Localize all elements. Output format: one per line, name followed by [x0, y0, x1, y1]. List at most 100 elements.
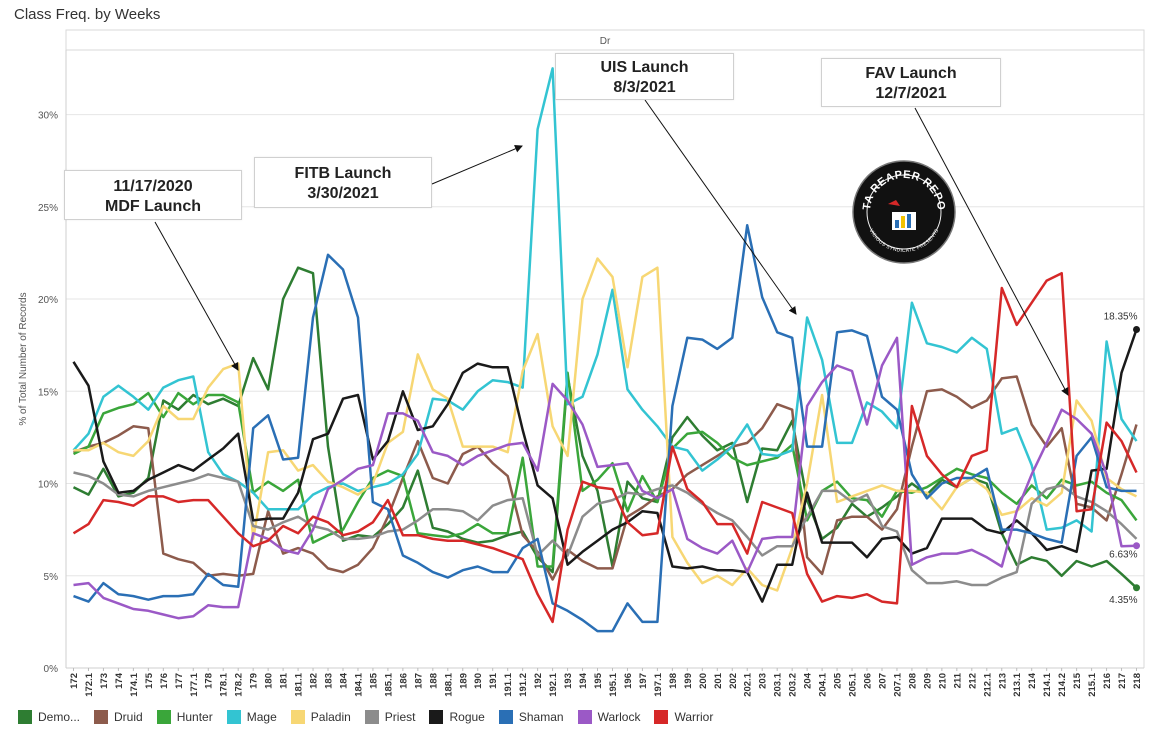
- x-tick-label: 180: [264, 673, 275, 689]
- x-tick-label: 174.1: [129, 672, 140, 696]
- end-point-label: 6.63%: [1109, 550, 1137, 561]
- x-tick-label: 188: [428, 673, 439, 689]
- x-tick-label: 184.1: [353, 672, 364, 696]
- x-tick-label: 172: [69, 673, 80, 689]
- x-tick-label: 178.2: [234, 673, 245, 697]
- page-title: Class Freq. by Weeks: [14, 6, 161, 23]
- legend-item[interactable]: Paladin: [290, 710, 351, 724]
- end-point-label: 4.35%: [1109, 595, 1137, 606]
- annotation-fitb-line1: FITB Launch: [294, 165, 392, 182]
- x-tick-label: 213.1: [1012, 672, 1023, 696]
- x-tick-label: 204.1: [818, 672, 829, 696]
- annotation-fav-line2: 12/7/2021: [875, 85, 947, 102]
- annotation-mdf-line1: 11/17/2020: [113, 178, 193, 195]
- legend-item[interactable]: Warrior: [654, 710, 713, 724]
- x-tick-label: 190: [473, 673, 484, 689]
- x-tick-label: 215.1: [1087, 672, 1098, 696]
- legend-label: Priest: [384, 710, 416, 724]
- legend-swatch: [94, 710, 109, 724]
- legend-swatch: [429, 710, 444, 724]
- x-tick-label: 189: [458, 673, 469, 689]
- y-axis-title: % of Total Number of Records: [18, 292, 29, 425]
- y-tick-label: 30%: [38, 111, 58, 122]
- annotation-arrow: [914, 107, 1069, 396]
- end-point-marker: [1133, 584, 1141, 592]
- x-tick-label: 214.2: [1057, 673, 1068, 697]
- legend-item[interactable]: Shaman: [498, 710, 564, 724]
- x-tick-label: 188.1: [443, 672, 454, 696]
- legend-item[interactable]: Demo...: [18, 710, 80, 724]
- legend-item[interactable]: Rogue: [429, 710, 485, 724]
- x-tick-label: 181.1: [294, 672, 305, 696]
- x-tick-label: 200: [698, 673, 709, 689]
- legend-swatch: [654, 710, 669, 724]
- legend-swatch: [577, 710, 592, 724]
- series-line-demo: [72, 266, 1138, 589]
- legend: Demo... Druid Hunter Mage Paladin Priest…: [18, 710, 727, 724]
- series-line-druid: [73, 375, 1138, 581]
- x-tick-label: 197.1: [653, 672, 664, 696]
- x-tick-label: 172.1: [84, 672, 95, 696]
- x-tick-label: 202: [728, 673, 739, 689]
- x-tick-label: 186: [398, 673, 409, 689]
- x-tick-label: 178: [204, 673, 215, 689]
- x-tick-label: 178.1: [219, 672, 230, 696]
- x-tick-label: 192: [533, 673, 544, 689]
- x-tick-label: 203: [758, 673, 769, 689]
- x-tick-label: 194: [578, 672, 589, 689]
- x-tick-label: 215: [1072, 672, 1083, 689]
- x-tick-label: 179: [249, 673, 260, 689]
- x-tick-label: 184: [338, 672, 349, 689]
- legend-swatch: [18, 710, 32, 724]
- legend-item[interactable]: Mage: [226, 710, 277, 724]
- legend-label: Warlock: [597, 710, 641, 724]
- x-tick-label: 185: [368, 672, 379, 689]
- x-tick-label: 174: [114, 672, 125, 689]
- x-tick-label: 213: [997, 673, 1008, 689]
- x-tick-label: 182: [309, 673, 320, 689]
- legend-item[interactable]: Druid: [94, 710, 143, 724]
- end-point-marker: [1133, 325, 1141, 333]
- annotation-fitb-line2: 3/30/2021: [307, 185, 379, 202]
- annotation-uis: UIS Launch 8/3/2021: [555, 53, 734, 100]
- column-header: Dr: [600, 36, 611, 47]
- y-tick-label: 20%: [38, 295, 58, 306]
- x-tick-label: 209: [922, 673, 933, 689]
- x-tick-label: 207.1: [892, 672, 903, 696]
- x-tick-label: 176: [159, 673, 170, 689]
- x-tick-label: 177: [174, 673, 185, 689]
- annotation-fav-line1: FAV Launch: [865, 65, 957, 82]
- x-tick-label: 216: [1102, 673, 1113, 689]
- legend-label: Druid: [114, 710, 143, 724]
- series-line-mage: [72, 67, 1138, 533]
- x-tick-label: 211: [952, 672, 963, 688]
- legend-item[interactable]: Priest: [364, 710, 416, 724]
- annotation-fav: FAV Launch 12/7/2021: [821, 58, 1001, 107]
- x-tick-label: 191.2: [518, 673, 529, 697]
- annotation-arrow: [644, 99, 797, 315]
- annotation-uis-line2: 8/3/2021: [613, 79, 676, 96]
- legend-swatch: [364, 710, 379, 724]
- x-tick-label: 208: [907, 673, 918, 689]
- legend-label: Demo...: [38, 710, 81, 724]
- series-line-rogue: [72, 329, 1138, 603]
- legend-label: Paladin: [310, 710, 351, 724]
- x-tick-label: 197: [638, 673, 649, 689]
- x-tick-label: 204: [803, 672, 814, 689]
- x-tick-label: 196: [623, 673, 634, 689]
- x-tick-label: 192.1: [548, 672, 559, 696]
- x-tick-label: 195: [593, 672, 604, 689]
- x-tick-label: 212.1: [982, 672, 993, 696]
- y-tick-label: 10%: [38, 480, 58, 491]
- legend-item[interactable]: Hunter: [156, 710, 213, 724]
- y-tick-label: 5%: [44, 572, 59, 583]
- legend-label: Rogue: [449, 710, 485, 724]
- x-tick-label: 175: [144, 672, 155, 689]
- legend-swatch: [498, 710, 513, 724]
- legend-item[interactable]: Warlock: [577, 710, 641, 724]
- series-line-shaman: [73, 224, 1137, 633]
- x-tick-label: 201: [713, 672, 724, 689]
- x-tick-label: 198: [668, 673, 679, 689]
- y-tick-label: 15%: [38, 387, 58, 398]
- x-tick-label: 177.1: [189, 672, 200, 696]
